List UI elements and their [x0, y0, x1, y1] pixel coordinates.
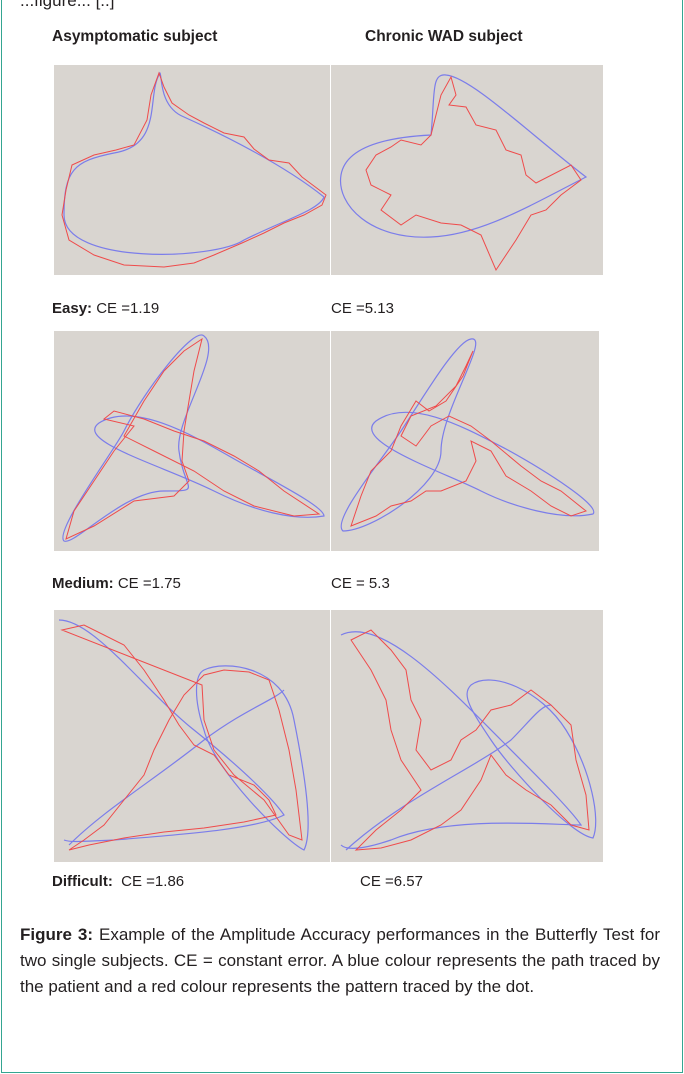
blue-traced-path: [62, 334, 210, 542]
trace-plot: [340, 338, 595, 532]
red-target-pattern: [350, 350, 588, 527]
trace-plot: [339, 74, 588, 272]
ce-label-medium-wad: CE = 5.3: [331, 575, 390, 592]
difficulty-level: Difficult: [52, 873, 108, 890]
panel-easy-wad: [331, 65, 603, 275]
blue-traced-path: [195, 665, 309, 851]
blue-traced-path: [345, 704, 552, 851]
row-label-medium: Medium: CE =1.75: [52, 575, 181, 592]
ce-label-easy-wad: CE =5.13: [331, 300, 394, 317]
ce-value: CE =1.75: [117, 575, 181, 592]
trace-plot: [340, 629, 597, 851]
panel-easy-asymptomatic: [54, 65, 330, 275]
blue-traced-path: [340, 338, 477, 532]
row-label-easy: Easy: CE =1.19: [52, 300, 160, 317]
red-target-pattern: [350, 629, 590, 851]
figure-label: Figure 3:: [20, 925, 94, 944]
blue-traced-path: [68, 689, 285, 846]
trace-plot: [62, 334, 325, 542]
figure-caption: Figure 3: Example of the Amplitude Accur…: [20, 922, 660, 1000]
panel-medium-asymptomatic: [54, 331, 330, 551]
blue-traced-path: [340, 631, 583, 849]
caption-text: Example of the Amplitude Accuracy perfor…: [20, 925, 660, 996]
ce-value: CE =1.86: [121, 873, 185, 890]
blue-traced-path: [339, 74, 588, 238]
blue-traced-path: [371, 411, 595, 517]
blue-traced-path: [466, 679, 597, 839]
red-target-pattern: [65, 337, 321, 540]
truncated-top-caption: ...figure... [..]: [20, 0, 115, 10]
blue-traced-path: [63, 72, 325, 255]
difficulty-level: Easy: [52, 300, 88, 317]
blue-traced-path: [94, 415, 325, 518]
trace-plot: [61, 71, 327, 268]
row-label-difficult: Difficult: CE =1.86: [52, 873, 185, 890]
panel-difficult-wad: [331, 610, 603, 862]
red-target-pattern: [365, 75, 582, 272]
trace-plot: [58, 619, 309, 851]
blue-traced-path: [58, 619, 285, 843]
ce-label-difficult-wad: CE =6.57: [360, 873, 423, 890]
ce-value: CE =1.19: [96, 300, 160, 317]
column-heading-asymptomatic: Asymptomatic subject: [52, 28, 218, 45]
column-heading-wad: Chronic WAD subject: [365, 28, 523, 45]
panel-difficult-asymptomatic: [54, 610, 330, 862]
red-target-pattern: [60, 624, 303, 851]
red-target-pattern: [61, 71, 327, 268]
panel-medium-wad: [331, 331, 599, 551]
difficulty-level: Medium: [52, 575, 109, 592]
